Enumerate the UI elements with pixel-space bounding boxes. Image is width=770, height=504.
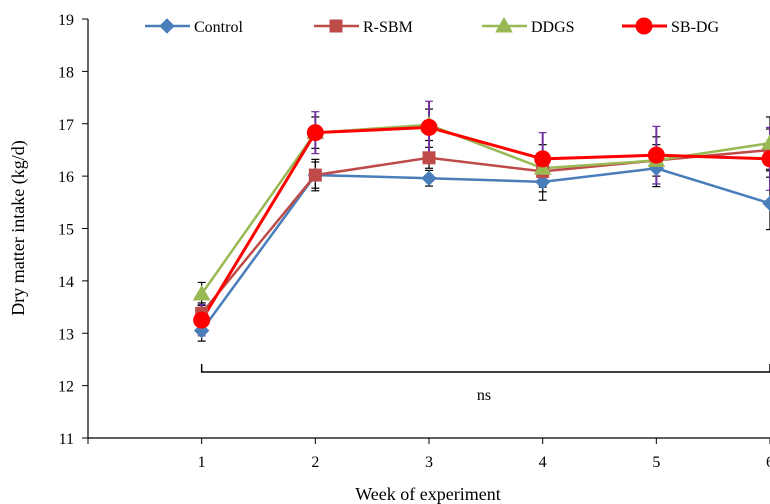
data-point-r-sbm: [763, 143, 770, 157]
x-tick-label: 2: [311, 454, 319, 471]
series-lines: [200, 123, 770, 332]
y-tick-label: 18: [58, 64, 74, 81]
x-tick-label: 6: [766, 454, 770, 471]
legend-marker: [495, 16, 513, 33]
legend-label: Control: [194, 19, 243, 36]
data-point-control: [421, 170, 437, 186]
y-tick-label: 14: [58, 274, 74, 291]
legend-label: DDGS: [531, 19, 575, 36]
series-line-ddgs: [200, 123, 770, 295]
data-point-sb-dg: [647, 146, 665, 164]
data-point-r-sbm: [308, 168, 322, 182]
data-point-control: [534, 174, 551, 190]
y-tick-label: 12: [58, 379, 74, 396]
data-point-r-sbm: [422, 151, 436, 165]
data-point-sb-dg: [306, 124, 324, 142]
legend: Control R-SBM DDGS SB-DG: [145, 16, 719, 36]
y-tick-label: 11: [59, 431, 74, 448]
data-point-ddgs: [761, 134, 770, 150]
legend-label: SB-DG: [671, 19, 719, 36]
y-tick-label: 16: [58, 169, 74, 186]
data-point-sb-dg: [420, 118, 438, 136]
series-line-sb-dg: [200, 125, 770, 321]
y-tick-label: 19: [58, 12, 74, 29]
data-point-sb-dg: [534, 150, 552, 168]
data-point-control: [762, 195, 770, 212]
series-markers: [192, 115, 770, 339]
x-tick-label: 1: [198, 454, 206, 471]
data-point-sb-dg: [193, 311, 211, 329]
y-tick-label: 13: [58, 326, 74, 343]
bracket-line: [200, 364, 770, 373]
x-tick-label: 5: [652, 454, 660, 471]
x-axis-label: Week of experiment: [355, 484, 501, 504]
y-tick-label: 17: [58, 117, 74, 134]
error-bars: [197, 100, 770, 342]
legend-marker: [159, 18, 175, 34]
legend-marker: [329, 19, 343, 33]
y-axis-label: Dry matter intake (kg/d): [8, 140, 29, 315]
y-tick-label: 15: [58, 222, 74, 239]
data-point-ddgs: [192, 284, 211, 301]
legend-label: R-SBM: [363, 19, 413, 36]
ns-annotation: ns: [477, 387, 491, 404]
data-point-sb-dg: [761, 150, 770, 168]
legend-marker: [635, 17, 653, 35]
x-tick-label: 3: [425, 454, 433, 471]
series-line-control: [200, 166, 770, 332]
x-tick-label: 4: [539, 454, 547, 471]
significance-bracket: [200, 364, 770, 373]
axes: [82, 18, 770, 444]
